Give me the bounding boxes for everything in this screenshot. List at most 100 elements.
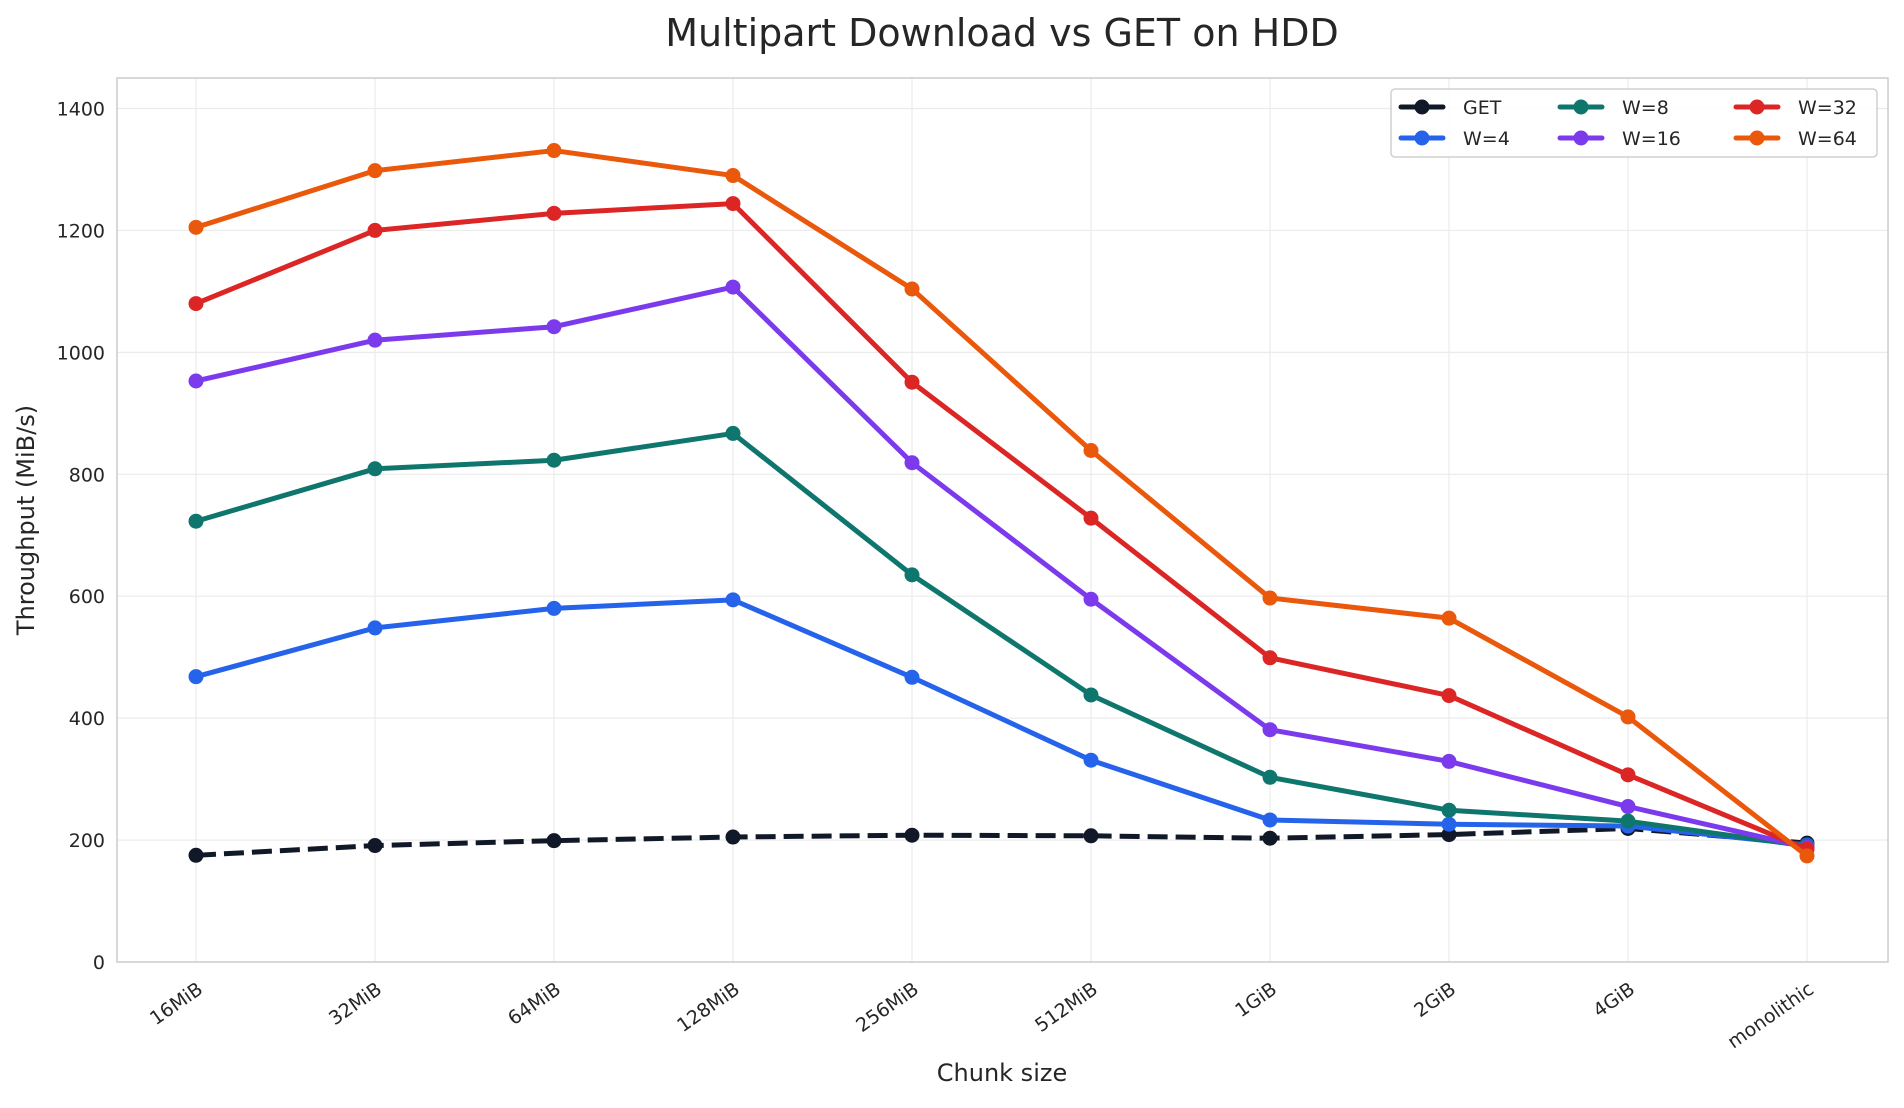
data-point xyxy=(546,319,562,335)
series-w-4 xyxy=(188,592,1815,853)
data-point xyxy=(1441,816,1457,832)
data-point xyxy=(904,669,920,685)
series-line xyxy=(195,597,1808,848)
data-point xyxy=(1262,812,1278,828)
data-point xyxy=(1083,752,1099,768)
data-point xyxy=(188,373,204,389)
data-point xyxy=(1620,767,1636,783)
data-point xyxy=(188,219,204,235)
data-point xyxy=(904,567,920,583)
legend-marker xyxy=(1414,130,1430,146)
y-tick-label: 0 xyxy=(93,952,105,974)
data-point xyxy=(1441,827,1457,843)
data-point xyxy=(1799,848,1815,864)
series-w-8 xyxy=(188,425,1815,854)
legend-marker xyxy=(1573,130,1589,146)
legend-label: W=64 xyxy=(1798,128,1857,150)
legend-marker xyxy=(1749,130,1765,146)
legend-label: GET xyxy=(1463,97,1502,119)
legend-marker xyxy=(1573,99,1589,115)
series-w-64 xyxy=(188,143,1815,864)
data-point xyxy=(904,281,920,297)
y-axis: 0 200 400 600 800 1000 1200 1400 xyxy=(57,98,105,974)
data-point xyxy=(546,600,562,616)
legend-label: W=4 xyxy=(1463,128,1510,150)
series-w-16 xyxy=(188,279,1815,855)
x-tick-label: 128MiB xyxy=(673,978,744,1037)
data-point xyxy=(1083,591,1099,607)
data-point xyxy=(1083,687,1099,703)
x-tick-label: 32MiB xyxy=(325,978,386,1030)
series-line xyxy=(195,148,1809,858)
legend-label: W=32 xyxy=(1798,97,1857,119)
series-w-32 xyxy=(188,196,1815,857)
x-tick-label: 16MiB xyxy=(146,978,207,1030)
data-point xyxy=(1620,813,1636,829)
data-point xyxy=(725,425,741,441)
series-group xyxy=(188,143,1815,864)
data-point xyxy=(725,592,741,608)
legend-marker xyxy=(1749,99,1765,115)
data-point xyxy=(1262,650,1278,666)
y-tick-label: 1000 xyxy=(57,342,105,364)
data-point xyxy=(1262,722,1278,738)
data-point xyxy=(1083,828,1099,844)
y-tick-label: 200 xyxy=(69,830,105,852)
data-point xyxy=(904,827,920,843)
x-axis: 16MiB 32MiB 64MiB 128MiB 256MiB 512MiB 1GiB 2Gi… xyxy=(146,978,1818,1053)
data-point xyxy=(546,143,562,159)
x-tick-label: 256MiB xyxy=(852,978,923,1037)
legend-label: W=16 xyxy=(1622,128,1681,150)
data-point xyxy=(1441,802,1457,818)
data-point xyxy=(1441,610,1457,626)
y-tick-label: 800 xyxy=(69,464,105,486)
legend: GET W=4 W=8 W=16 W=32 W=64 xyxy=(1390,88,1878,158)
series-line xyxy=(195,201,1808,852)
data-point xyxy=(367,163,383,179)
data-point xyxy=(1620,709,1636,725)
chart-title: Multipart Download vs GET on HDD xyxy=(665,11,1338,55)
data-point xyxy=(1262,590,1278,606)
series-line xyxy=(195,825,1808,858)
data-point xyxy=(1083,510,1099,526)
data-point xyxy=(188,296,204,312)
data-point xyxy=(367,620,383,636)
x-tick-label: 64MiB xyxy=(504,978,565,1030)
data-point xyxy=(546,205,562,221)
data-point xyxy=(1441,753,1457,769)
data-point xyxy=(725,829,741,845)
data-point xyxy=(1083,442,1099,458)
legend-label: W=8 xyxy=(1622,97,1669,119)
x-tick-label: 1GiB xyxy=(1231,978,1281,1022)
data-point xyxy=(546,452,562,468)
data-point xyxy=(725,168,741,184)
data-point xyxy=(546,833,562,849)
data-point xyxy=(188,847,204,863)
data-point xyxy=(367,222,383,238)
data-point xyxy=(1441,688,1457,704)
data-point xyxy=(1262,830,1278,846)
plot-frame xyxy=(116,77,1889,963)
data-point xyxy=(1620,799,1636,815)
y-tick-label: 600 xyxy=(69,586,105,608)
data-point xyxy=(904,455,920,471)
data-point xyxy=(725,196,741,212)
legend-marker xyxy=(1414,99,1430,115)
x-tick-label: monolithic xyxy=(1724,978,1818,1053)
data-point xyxy=(367,461,383,477)
y-tick-label: 1400 xyxy=(57,98,105,120)
data-point xyxy=(725,279,741,295)
x-tick-label: 4GiB xyxy=(1589,978,1639,1022)
data-point xyxy=(188,669,204,685)
y-tick-label: 400 xyxy=(69,708,105,730)
x-tick-label: 2GiB xyxy=(1410,978,1460,1022)
y-axis-label: Throughput (MiB/s) xyxy=(12,405,40,636)
data-point xyxy=(367,332,383,348)
data-point xyxy=(188,513,204,529)
data-point xyxy=(904,374,920,390)
x-tick-label: 512MiB xyxy=(1031,978,1102,1037)
data-point xyxy=(367,838,383,854)
data-point xyxy=(1262,769,1278,785)
series-line xyxy=(195,284,1808,850)
